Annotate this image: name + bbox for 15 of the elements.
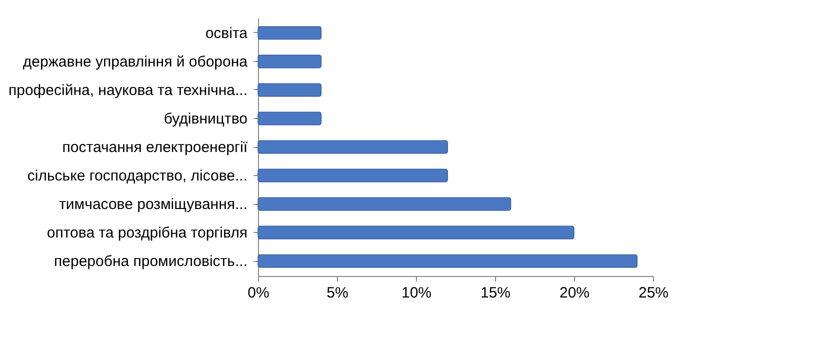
- y-tick-label: державне управління й оборона: [22, 53, 248, 70]
- x-tick-label: 5%: [326, 284, 348, 302]
- y-tick-label: постачання електроенергії: [62, 139, 248, 156]
- x-tick-label: 20%: [559, 284, 590, 302]
- x-tick-label: 0%: [248, 284, 270, 302]
- y-tick-label: освіта: [205, 24, 248, 42]
- y-tick-label: тимчасове розміщування...: [59, 196, 248, 214]
- y-tick-label: сільське господарство, лісове...: [27, 168, 248, 185]
- y-tick-label: оптова та роздрібна торгівля: [46, 224, 248, 242]
- y-tick-label: переробна промисловість...: [54, 253, 248, 270]
- y-tick-label: будівництво: [164, 110, 248, 128]
- x-tick-label: 25%: [638, 284, 669, 302]
- y-tick-label: професійна, наукова та технічна...: [8, 82, 248, 99]
- x-tick-label: 10%: [401, 284, 432, 302]
- x-tick-label: 15%: [480, 284, 511, 302]
